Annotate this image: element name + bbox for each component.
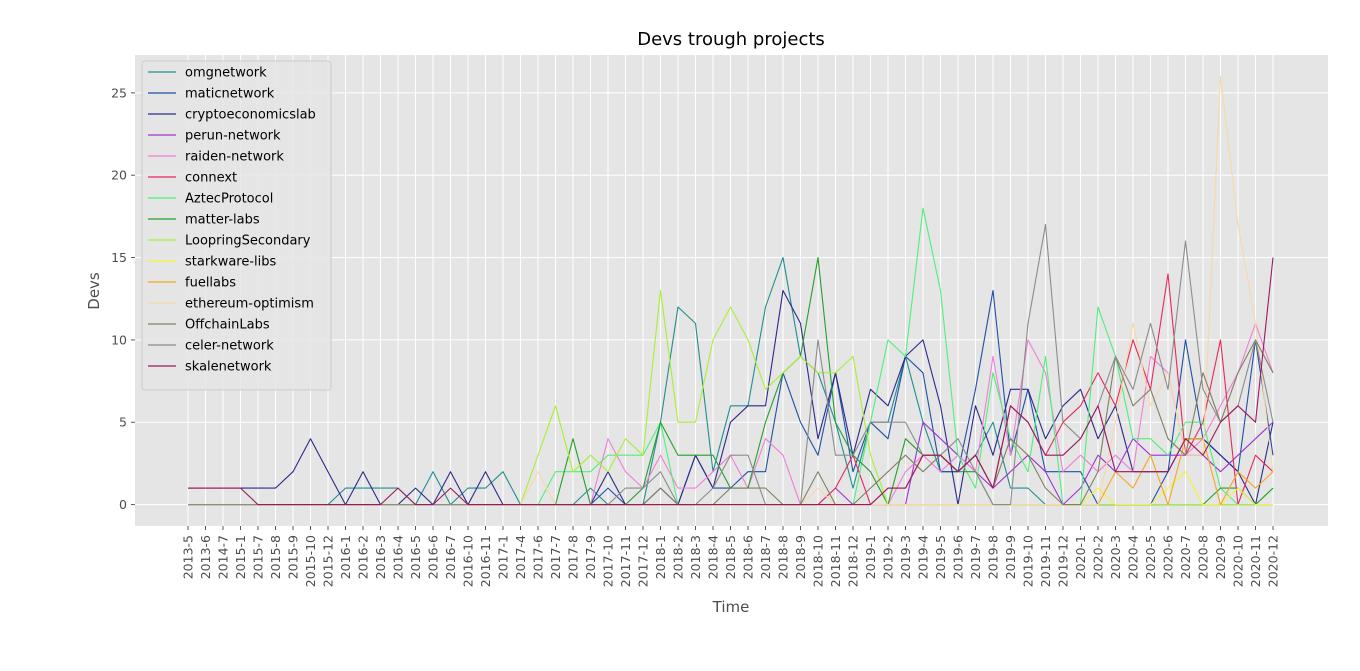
x-tick-label: 2020-8 xyxy=(1196,535,1211,579)
x-tick-label: 2018-9 xyxy=(793,535,808,579)
x-tick-label: 2019-7 xyxy=(968,535,983,579)
x-tick-label: 2020-6 xyxy=(1161,535,1176,579)
x-tick-label: 2020-1 xyxy=(1073,535,1088,579)
x-tick-label: 2019-3 xyxy=(898,535,913,579)
x-tick-label: 2015-12 xyxy=(321,535,336,587)
x-tick-label: 2018-1 xyxy=(653,535,668,579)
y-tick-label: 5 xyxy=(119,415,127,430)
x-tick-label: 2017-8 xyxy=(566,535,581,579)
x-tick-label: 2015-10 xyxy=(303,535,318,587)
legend-label: skalenetwork xyxy=(185,360,272,375)
x-tick-label: 2018-8 xyxy=(776,535,791,579)
legend-label: LoopringSecondary xyxy=(185,234,311,249)
plot-background xyxy=(135,55,1328,526)
legend-label: celer-network xyxy=(185,339,274,354)
x-tick-label: 2015-1 xyxy=(233,535,248,579)
y-tick-label: 25 xyxy=(111,85,127,100)
x-tick-label: 2016-11 xyxy=(478,535,493,587)
x-tick-label: 2017-9 xyxy=(583,535,598,579)
legend-box xyxy=(141,60,332,391)
x-tick-label: 2015-8 xyxy=(268,535,283,579)
x-tick-label: 2019-12 xyxy=(1056,535,1071,587)
legend-label: starkware-libs xyxy=(185,255,277,270)
legend: omgnetwork maticnetwork cryptoeconomicslab… xyxy=(141,60,332,391)
legend-label: connext xyxy=(185,171,237,186)
x-tick-label: 2019-6 xyxy=(951,535,966,579)
x-tick-label: 2020-11 xyxy=(1248,535,1263,587)
x-tick-label: 2020-9 xyxy=(1213,535,1228,579)
x-tick-label: 2019-4 xyxy=(916,535,931,579)
legend-label: cryptoeconomicslab xyxy=(185,108,316,123)
x-tick-label: 2016-7 xyxy=(443,535,458,579)
x-tick-label: 2015-9 xyxy=(286,535,301,579)
x-tick-label: 2017-10 xyxy=(601,535,616,587)
x-tick-label: 2015-7 xyxy=(251,535,266,579)
x-tick-label: 2017-12 xyxy=(636,535,651,587)
x-tick-label: 2019-8 xyxy=(986,535,1001,579)
x-tick-label: 2016-1 xyxy=(338,535,353,579)
x-tick-label: 2016-6 xyxy=(426,535,441,579)
x-tick-label: 2017-4 xyxy=(513,535,528,579)
x-tick-label: 2017-1 xyxy=(496,535,511,579)
x-tick-label: 2018-12 xyxy=(846,535,861,587)
x-tick-label: 2016-3 xyxy=(373,535,388,579)
x-axis-ticks: 2013-5 2013-6 2014-7 2015-1 2015-7 2015-8 2015… xyxy=(181,526,1281,587)
x-tick-label: 2018-2 xyxy=(671,535,686,579)
x-tick-label: 2020-4 xyxy=(1126,535,1141,579)
x-tick-label: 2018-3 xyxy=(688,535,703,579)
x-tick-label: 2017-11 xyxy=(618,535,633,587)
legend-label: OffchainLabs xyxy=(185,318,270,333)
x-tick-label: 2020-2 xyxy=(1091,535,1106,579)
series-line-cryptoeconomicslab xyxy=(188,289,1274,506)
x-axis-label: Time xyxy=(712,598,750,616)
x-tick-label: 2014-7 xyxy=(216,535,231,579)
legend-label: matter-labs xyxy=(185,213,260,228)
series-lines xyxy=(188,75,1274,506)
x-tick-label: 2020-10 xyxy=(1231,535,1246,587)
x-tick-label: 2017-7 xyxy=(548,535,563,579)
y-axis-label: Devs xyxy=(85,272,103,310)
y-tick-label: 15 xyxy=(111,250,127,265)
x-tick-label: 2019-9 xyxy=(1003,535,1018,579)
legend-label: omgnetwork xyxy=(185,66,267,81)
chart-title: Devs trough projects xyxy=(637,29,825,50)
x-tick-label: 2013-6 xyxy=(198,535,213,579)
y-axis-ticks: 0 5 10 15 20 25 xyxy=(111,85,135,512)
x-tick-label: 2018-6 xyxy=(741,535,756,579)
x-tick-label: 2019-2 xyxy=(881,535,896,579)
x-tick-label: 2020-12 xyxy=(1266,535,1281,587)
x-tick-label: 2018-10 xyxy=(811,535,826,587)
legend-label: perun-network xyxy=(185,129,281,144)
x-tick-label: 2018-5 xyxy=(723,535,738,579)
legend-label: fuellabs xyxy=(185,276,236,291)
x-tick-label: 2017-6 xyxy=(531,535,546,579)
legend-label: ethereum-optimism xyxy=(185,297,314,312)
x-tick-label: 2018-11 xyxy=(828,535,843,587)
x-tick-label: 2016-10 xyxy=(461,535,476,587)
y-tick-label: 0 xyxy=(119,497,127,512)
x-tick-label: 2020-5 xyxy=(1143,535,1158,579)
x-tick-label: 2019-5 xyxy=(933,535,948,579)
x-tick-label: 2020-3 xyxy=(1108,535,1123,579)
legend-label: AztecProtocol xyxy=(185,192,273,207)
x-tick-label: 2013-5 xyxy=(181,535,196,579)
x-tick-label: 2016-4 xyxy=(391,535,406,579)
x-tick-label: 2019-11 xyxy=(1038,535,1053,587)
x-tick-label: 2019-10 xyxy=(1021,535,1036,587)
x-tick-label: 2016-2 xyxy=(356,535,371,579)
y-tick-label: 10 xyxy=(111,332,127,347)
x-tick-label: 2018-4 xyxy=(706,535,721,579)
legend-label: maticnetwork xyxy=(185,87,275,102)
x-tick-label: 2019-1 xyxy=(863,535,878,579)
x-tick-label: 2018-7 xyxy=(758,535,773,579)
series-line-skalenetwork xyxy=(188,257,1274,506)
y-tick-label: 20 xyxy=(111,168,127,183)
x-tick-label: 2020-7 xyxy=(1178,535,1193,579)
x-tick-label: 2016-5 xyxy=(408,535,423,579)
legend-label: raiden-network xyxy=(185,150,284,165)
